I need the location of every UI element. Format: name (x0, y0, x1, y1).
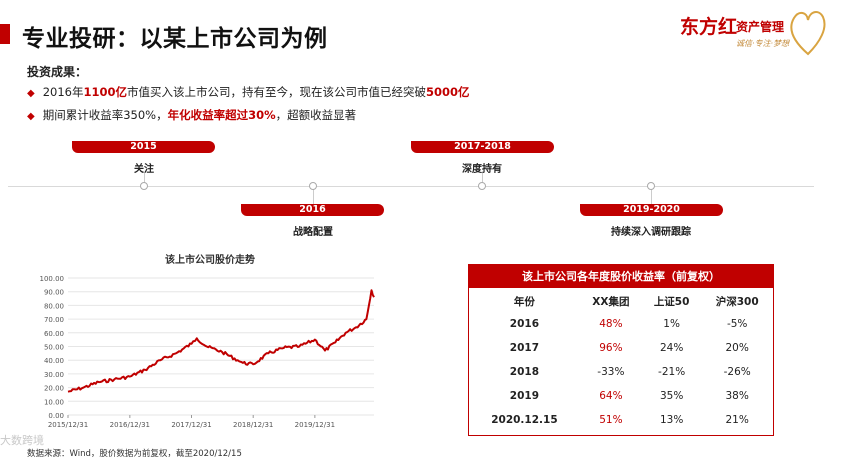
timeline-label-2017-2018: 深度持有 (462, 164, 502, 175)
timeline-year-2016: 2016 (241, 204, 384, 216)
data-source-note: 数据来源：Wind，股价数据为前复权，截至2020/12/15 (27, 449, 242, 459)
table-cell: -26% (723, 366, 751, 378)
table-cell-year: 2019 (509, 390, 540, 402)
results-label: 投资成果： (27, 65, 88, 79)
bullet1-pre: 2016年 (42, 85, 84, 99)
price-series-line (67, 289, 375, 393)
chart-x-axis: 2015/12/31 2016/12/31 2017/12/31 2018/12/31… (48, 415, 335, 429)
timeline-node (478, 182, 486, 190)
x-tick-label: 2016/12/31 (110, 421, 150, 429)
timeline-year-2017-2018: 2017-2018 (411, 141, 554, 153)
y-tick-label: 90.00 (44, 289, 64, 297)
y-tick-label: 70.00 (44, 316, 64, 324)
bullet2-post: ，超额收益显著 (275, 108, 357, 122)
table-cell: 51% (599, 414, 623, 426)
y-tick-label: 30.00 (44, 371, 64, 379)
chart-title: 该上市公司股价走势 (165, 255, 255, 266)
y-tick-label: 60.00 (44, 330, 64, 338)
company-logo: 东方红 资产管理 诚信·专注·梦想 (680, 8, 830, 58)
y-tick-label: 20.00 (44, 385, 64, 393)
heart-logo-icon (790, 11, 826, 56)
y-tick-label: 80.00 (44, 302, 64, 310)
timeline-node (309, 182, 317, 190)
timeline-connector (651, 186, 652, 204)
returns-table-grid: 年份 XX集团 上证50 沪深300 2016 48% 1% -5% 2017 … (469, 290, 773, 432)
timeline-connector (482, 172, 483, 186)
timeline-axis (8, 186, 814, 187)
table-cell: 24% (659, 342, 684, 354)
logo-side-text: 资产管理 (736, 20, 785, 34)
returns-table-title: 该上市公司各年度股价收益率（前复权） (469, 265, 773, 288)
table-row: 2017 96% 24% 20% (469, 336, 773, 360)
bullet1-mid: 市值买入该上市公司，持有至今，现在该公司市值已经突破 (127, 85, 426, 99)
watermark-text: 大数跨境 (0, 434, 44, 447)
title-accent-bar (0, 24, 10, 44)
timeline-year-2015: 2015 (72, 141, 215, 153)
stock-price-chart: 0.00 10.00 20.00 30.00 40.00 50.00 60.00 70.00 8… (40, 275, 375, 429)
timeline-label-2016: 战略配置 (293, 227, 333, 238)
y-tick-label: 0.00 (48, 412, 64, 420)
chart-gridlines (68, 277, 374, 416)
table-cell-year: 2018 (509, 366, 540, 378)
y-tick-label: 100.00 (40, 275, 65, 283)
table-row: 2016 48% 1% -5% (469, 312, 773, 336)
logo-main-text: 东方红 (680, 16, 738, 38)
bullet2-pre: 期间累计收益率350%， (42, 108, 168, 122)
timeline-label-2015: 关注 (134, 164, 154, 175)
logo-tagline: 诚信·专注·梦想 (736, 39, 790, 48)
table-cell: 96% (599, 342, 623, 354)
table-cell: 20% (725, 342, 749, 354)
result-bullet-1: ◆ 2016年1100亿市值买入该上市公司，持有至今，现在该公司市值已经突破500… (27, 84, 470, 100)
table-row: 2020.12.15 51% 13% 21% (469, 408, 773, 432)
returns-table: 该上市公司各年度股价收益率（前复权） 年份 XX集团 上证50 沪深300 20… (468, 264, 774, 436)
column-header: XX集团 (592, 295, 630, 308)
table-cell: -21% (658, 366, 686, 378)
timeline-label-2019-2020: 持续深入调研跟踪 (611, 227, 691, 238)
table-cell: 64% (599, 390, 623, 402)
column-header: 沪深300 (715, 295, 759, 308)
table-cell-year: 2020.12.15 (491, 414, 558, 426)
table-cell: 38% (725, 390, 749, 402)
timeline-node (647, 182, 655, 190)
x-tick-label: 2018/12/31 (233, 421, 273, 429)
bullet2-highlight: 年化收益率超过30% (167, 108, 276, 122)
table-cell: 13% (659, 414, 684, 426)
table-cell: 35% (659, 390, 684, 402)
y-tick-label: 40.00 (44, 357, 64, 365)
table-cell: 48% (599, 318, 623, 330)
column-header: 上证50 (653, 295, 690, 308)
page-title: 专业投研：以某上市公司为例 (22, 26, 328, 52)
diamond-bullet-icon: ◆ (27, 111, 35, 122)
bullet1-highlight-1: 1100亿 (83, 85, 127, 99)
timeline-connector (313, 186, 314, 204)
x-tick-label: 2017/12/31 (171, 421, 211, 429)
table-cell-year: 2017 (509, 342, 540, 354)
timeline-year-2019-2020: 2019-2020 (580, 204, 723, 216)
timeline-connector (144, 172, 145, 186)
result-bullet-2: ◆ 期间累计收益率350%，年化收益率超过30%，超额收益显著 (27, 107, 356, 123)
x-tick-label: 2015/12/31 (48, 421, 88, 429)
table-cell: -33% (597, 366, 625, 378)
y-tick-label: 10.00 (44, 398, 64, 406)
chart-y-axis: 0.00 10.00 20.00 30.00 40.00 50.00 60.00 70.00 8… (40, 275, 65, 420)
bullet1-highlight-2: 5000亿 (426, 85, 470, 99)
timeline-node (140, 182, 148, 190)
table-cell: -5% (726, 318, 748, 330)
x-tick-label: 2019/12/31 (295, 421, 335, 429)
table-header-row: 年份 XX集团 上证50 沪深300 (469, 290, 773, 312)
table-cell-year: 2016 (509, 318, 540, 330)
y-tick-label: 50.00 (44, 344, 64, 352)
table-cell: 21% (725, 414, 749, 426)
table-row: 2019 64% 35% 38% (469, 384, 773, 408)
diamond-bullet-icon: ◆ (27, 88, 35, 99)
column-header: 年份 (513, 295, 535, 308)
table-row: 2018 -33% -21% -26% (469, 360, 773, 384)
table-cell: 1% (663, 318, 680, 330)
